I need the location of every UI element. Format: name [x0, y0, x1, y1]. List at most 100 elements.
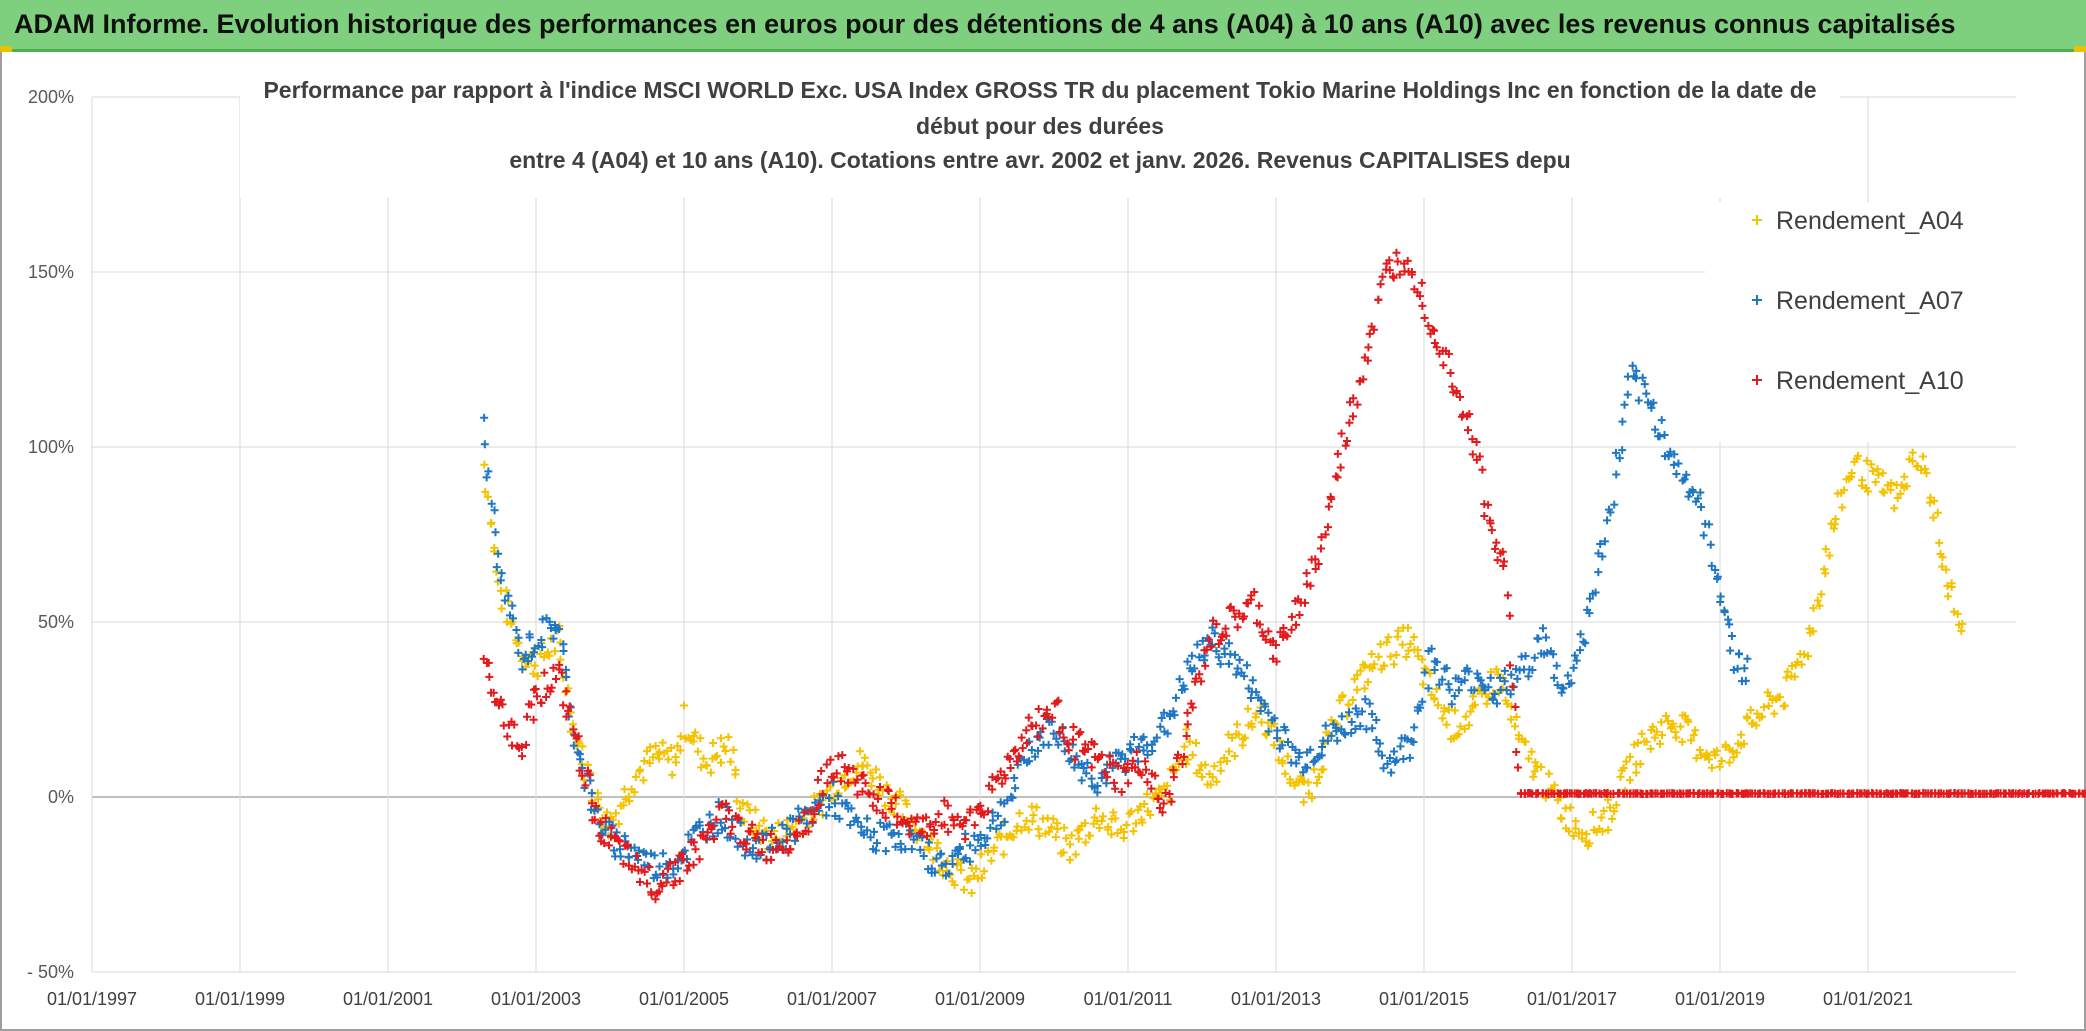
data-point-rendement_a04 [1032, 803, 1041, 812]
data-point-rendement_a10 [1128, 756, 1137, 765]
data-point-rendement_a04 [1743, 714, 1752, 723]
data-point-rendement_a04 [1062, 834, 1071, 843]
data-point-rendement_a04 [611, 809, 620, 818]
data-point-rendement_a10 [655, 887, 664, 896]
data-point-rendement_a10 [1048, 713, 1057, 722]
data-point-rendement_a07 [1424, 684, 1433, 693]
data-point-rendement_a04 [1356, 666, 1365, 675]
data-point-rendement_a10 [1283, 632, 1292, 641]
data-point-rendement_a04 [980, 867, 989, 876]
data-point-rendement_a04 [556, 655, 565, 664]
data-point-rendement_a04 [1394, 626, 1403, 635]
data-point-rendement_a10 [1385, 256, 1394, 265]
data-point-rendement_a07 [524, 657, 533, 666]
data-point-rendement_a04 [1075, 825, 1084, 834]
data-point-rendement_a04 [1314, 773, 1323, 782]
data-point-rendement_a04 [1838, 503, 1847, 512]
data-point-rendement_a10 [1430, 326, 1439, 335]
data-point-rendement_a04 [1732, 748, 1741, 757]
data-point-rendement_a04 [881, 801, 890, 810]
data-point-rendement_a04 [1418, 655, 1427, 664]
data-point-rendement_a07 [916, 845, 925, 854]
data-point-rendement_a04 [1717, 757, 1726, 766]
data-point-rendement_a07 [1464, 667, 1473, 676]
data-point-rendement_a10 [1511, 703, 1520, 712]
data-point-rendement_a04 [1248, 722, 1257, 731]
data-point-rendement_a10 [591, 801, 600, 810]
data-point-rendement_a10 [1132, 747, 1141, 756]
data-point-rendement_a04 [1544, 769, 1553, 778]
data-point-rendement_a04 [1067, 831, 1076, 840]
data-point-rendement_a04 [1015, 809, 1024, 818]
data-point-rendement_a07 [1733, 664, 1742, 673]
data-point-rendement_a10 [479, 654, 488, 663]
data-point-rendement_a07 [705, 810, 714, 819]
data-point-rendement_a07 [1152, 733, 1161, 742]
data-point-rendement_a10 [712, 815, 721, 824]
data-point-rendement_a10 [1124, 779, 1133, 788]
data-point-rendement_a10 [1475, 452, 1484, 461]
data-point-rendement_a04 [1382, 638, 1391, 647]
data-point-rendement_a10 [1395, 270, 1404, 279]
data-point-rendement_a10 [643, 879, 652, 888]
data-point-rendement_a07 [1399, 754, 1408, 763]
data-point-rendement_a07 [1235, 655, 1244, 664]
data-point-rendement_a04 [702, 761, 711, 770]
data-point-rendement_a04 [1585, 839, 1594, 848]
data-point-rendement_a07 [992, 824, 1001, 833]
data-point-rendement_a04 [1104, 822, 1113, 831]
data-point-rendement_a07 [1576, 630, 1585, 639]
data-point-rendement_a10 [540, 668, 549, 677]
data-point-rendement_a04 [1206, 780, 1215, 789]
data-point-rendement_a10 [1006, 763, 1015, 772]
data-point-rendement_a04 [619, 801, 628, 810]
data-point-rendement_a07 [1572, 656, 1581, 665]
data-point-rendement_a10 [536, 698, 545, 707]
data-point-rendement_a07 [1649, 398, 1658, 407]
data-point-rendement_a07 [1697, 502, 1706, 511]
data-point-rendement_a10 [1359, 375, 1368, 384]
data-point-rendement_a10 [953, 812, 962, 821]
data-point-rendement_a10 [993, 773, 1002, 782]
data-point-rendement_a07 [1044, 740, 1053, 749]
data-point-rendement_a10 [689, 838, 698, 847]
data-point-rendement_a04 [1821, 545, 1830, 554]
data-point-rendement_a10 [878, 808, 887, 817]
data-point-rendement_a07 [497, 569, 506, 578]
data-point-rendement_a07 [1368, 724, 1377, 733]
x-axis-ticks: 01/01/1997 01/01/1999 01/01/2001 01/01/2003… [47, 989, 1913, 1009]
data-point-rendement_a07 [1121, 754, 1130, 763]
data-point-rendement_a07 [1507, 670, 1516, 679]
data-point-rendement_a10 [1188, 703, 1197, 712]
data-point-rendement_a10 [849, 764, 858, 773]
data-point-rendement_a04 [840, 771, 849, 780]
data-point-rendement_a10 [721, 799, 730, 808]
data-point-rendement_a10 [1493, 556, 1502, 565]
data-point-rendement_a10 [984, 807, 993, 816]
data-point-rendement_a04 [1569, 831, 1578, 840]
data-point-rendement_a10 [1486, 519, 1495, 528]
data-point-rendement_a04 [856, 747, 865, 756]
data-point-rendement_a10 [1255, 620, 1264, 629]
data-point-rendement_a10 [961, 835, 970, 844]
data-point-rendement_a04 [1878, 487, 1887, 496]
data-point-rendement_a07 [643, 861, 652, 870]
data-point-rendement_a07 [1724, 615, 1733, 624]
data-point-rendement_a07 [518, 665, 527, 674]
data-point-rendement_a07 [794, 804, 803, 813]
data-point-rendement_a04 [1550, 781, 1559, 790]
data-point-rendement_a04 [1389, 660, 1398, 669]
data-point-rendement_a10 [607, 823, 616, 832]
data-point-rendement_a10 [1345, 418, 1354, 427]
data-point-rendement_a07 [976, 831, 985, 840]
data-point-rendement_a04 [1049, 814, 1058, 823]
data-point-rendement_a04 [1652, 727, 1661, 736]
data-point-rendement_a10 [940, 796, 949, 805]
data-point-rendement_a04 [481, 487, 490, 496]
data-point-rendement_a10 [1018, 744, 1027, 753]
data-point-rendement_a04 [902, 800, 911, 809]
data-point-rendement_a10 [759, 835, 768, 844]
data-point-rendement_a04 [1252, 709, 1261, 718]
data-point-rendement_a10 [748, 820, 757, 829]
data-point-rendement_a07 [487, 499, 496, 508]
